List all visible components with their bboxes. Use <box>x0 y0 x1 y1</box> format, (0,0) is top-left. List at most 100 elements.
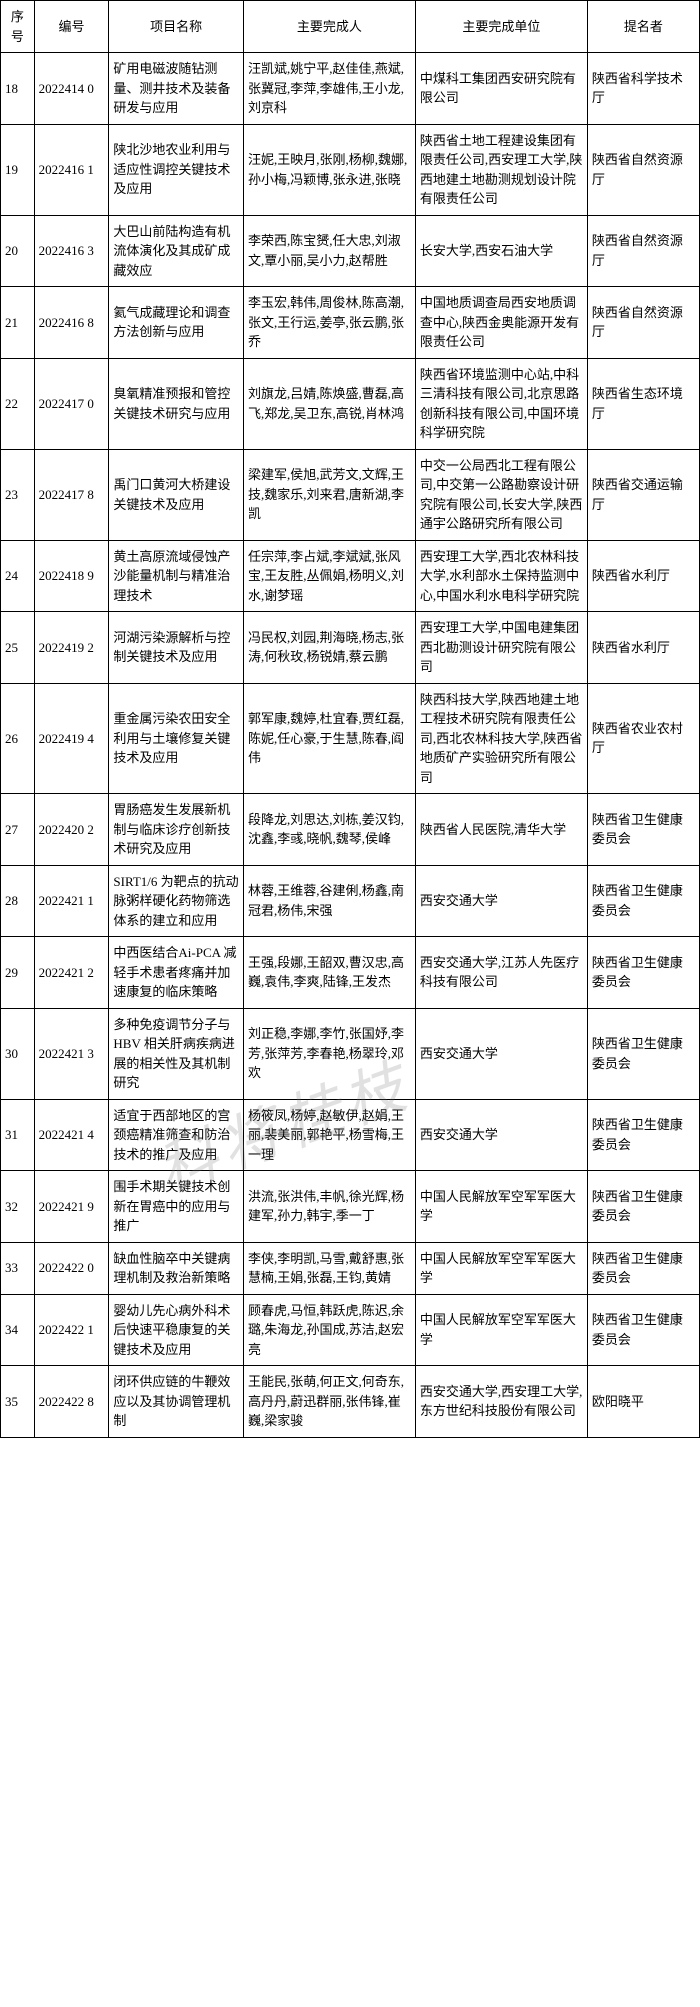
cell-id: 2022417 0 <box>34 358 109 449</box>
cell-name: 重金属污染农田安全利用与土壤修复关键技术及应用 <box>109 683 244 794</box>
table-row: 232022417 8禹门口黄河大桥建设关键技术及应用梁建军,侯旭,武芳文,文辉… <box>1 449 700 540</box>
cell-seq: 32 <box>1 1171 35 1243</box>
cell-unit: 陕西省土地工程建设集团有限责任公司,西安理工大学,陕西地建土地勘测规划设计院有限… <box>415 124 587 215</box>
cell-nom: 陕西省自然资源厅 <box>587 215 699 287</box>
cell-unit: 中交一公局西北工程有限公司,中交第一公路勘察设计研究院有限公司,长安大学,陕西通… <box>415 449 587 540</box>
cell-id: 2022420 2 <box>34 794 109 866</box>
table-row: 192022416 1陕北沙地农业利用与适应性调控关键技术及应用汪妮,王映月,张… <box>1 124 700 215</box>
table-row: 252022419 2河湖污染源解析与控制关键技术及应用冯民权,刘园,荆海晓,杨… <box>1 612 700 684</box>
cell-name: 大巴山前陆构造有机流体演化及其成矿成藏效应 <box>109 215 244 287</box>
cell-people: 冯民权,刘园,荆海晓,杨志,张涛,何秋玫,杨锐婧,蔡云鹏 <box>243 612 415 684</box>
table-row: 352022422 8闭环供应链的牛鞭效应以及其协调管理机制王能民,张萌,何正文… <box>1 1366 700 1438</box>
cell-name: 河湖污染源解析与控制关键技术及应用 <box>109 612 244 684</box>
cell-people: 顾春虎,马恒,韩跃虎,陈迟,余璐,朱海龙,孙国成,苏洁,赵宏亮 <box>243 1294 415 1366</box>
cell-id: 2022422 1 <box>34 1294 109 1366</box>
cell-seq: 33 <box>1 1242 35 1294</box>
cell-name: 禹门口黄河大桥建设关键技术及应用 <box>109 449 244 540</box>
cell-people: 王能民,张萌,何正文,何奇东,高丹丹,蔚迅群丽,张伟锋,崔巍,梁家骏 <box>243 1366 415 1438</box>
cell-unit: 西安交通大学 <box>415 1099 587 1171</box>
cell-seq: 18 <box>1 53 35 125</box>
cell-nom: 陕西省水利厅 <box>587 612 699 684</box>
table-row: 312022421 4适宜于西部地区的宫颈癌精准筛查和防治技术的推广及应用杨筱凤… <box>1 1099 700 1171</box>
cell-nom: 陕西省生态环境厅 <box>587 358 699 449</box>
table-row: 262022419 4重金属污染农田安全利用与土壤修复关键技术及应用郭军康,魏婷… <box>1 683 700 794</box>
cell-people: 汪凯斌,姚宁平,赵佳佳,燕斌,张冀冠,李萍,李雄伟,王小龙,刘京科 <box>243 53 415 125</box>
cell-people: 洪流,张洪伟,丰帆,徐光辉,杨建军,孙力,韩宇,季一丁 <box>243 1171 415 1243</box>
col-header-unit: 主要完成单位 <box>415 1 587 53</box>
table-row: 222022417 0臭氧精准预报和管控关键技术研究与应用刘旗龙,吕婧,陈焕盛,… <box>1 358 700 449</box>
cell-unit: 西安理工大学,中国电建集团西北勘测设计研究院有限公司 <box>415 612 587 684</box>
cell-people: 李荣西,陈宝赟,任大忠,刘淑文,覃小丽,吴小力,赵帮胜 <box>243 215 415 287</box>
table-row: 202022416 3大巴山前陆构造有机流体演化及其成矿成藏效应李荣西,陈宝赟,… <box>1 215 700 287</box>
table-body: 182022414 0矿用电磁波随钻测量、测井技术及装备研发与应用汪凯斌,姚宁平… <box>1 53 700 1438</box>
cell-name: 胃肠癌发生发展新机制与临床诊疗创新技术研究及应用 <box>109 794 244 866</box>
cell-people: 刘正稳,李娜,李竹,张国妤,李芳,张萍芳,李春艳,杨翠玲,邓欢 <box>243 1008 415 1099</box>
cell-unit: 中国人民解放军空军军医大学 <box>415 1242 587 1294</box>
cell-seq: 27 <box>1 794 35 866</box>
cell-name: 多种免疫调节分子与 HBV 相关肝病疾病进展的相关性及其机制研究 <box>109 1008 244 1099</box>
cell-nom: 陕西省卫生健康委员会 <box>587 1171 699 1243</box>
cell-nom: 陕西省卫生健康委员会 <box>587 937 699 1009</box>
cell-unit: 长安大学,西安石油大学 <box>415 215 587 287</box>
cell-id: 2022416 3 <box>34 215 109 287</box>
cell-seq: 29 <box>1 937 35 1009</box>
projects-table: 序号 编号 项目名称 主要完成人 主要完成单位 提名者 182022414 0矿… <box>0 0 700 1438</box>
col-header-people: 主要完成人 <box>243 1 415 53</box>
table-row: 332022422 0缺血性脑卒中关键病理机制及救治新策略李侠,李明凯,马雪,戴… <box>1 1242 700 1294</box>
cell-id: 2022418 9 <box>34 540 109 612</box>
cell-name: 黄土高原流域侵蚀产沙能量机制与精准治理技术 <box>109 540 244 612</box>
cell-id: 2022414 0 <box>34 53 109 125</box>
cell-unit: 中国人民解放军空军军医大学 <box>415 1294 587 1366</box>
cell-unit: 中国地质调查局西安地质调查中心,陕西金奥能源开发有限责任公司 <box>415 287 587 359</box>
cell-seq: 30 <box>1 1008 35 1099</box>
cell-people: 郭军康,魏婷,杜宜春,贾红磊,陈妮,任心豪,于生慧,陈春,阎伟 <box>243 683 415 794</box>
cell-id: 2022417 8 <box>34 449 109 540</box>
table-row: 182022414 0矿用电磁波随钻测量、测井技术及装备研发与应用汪凯斌,姚宁平… <box>1 53 700 125</box>
cell-seq: 24 <box>1 540 35 612</box>
cell-name: 氦气成藏理论和调查方法创新与应用 <box>109 287 244 359</box>
cell-seq: 21 <box>1 287 35 359</box>
cell-nom: 陕西省自然资源厅 <box>587 287 699 359</box>
cell-nom: 陕西省自然资源厅 <box>587 124 699 215</box>
cell-nom: 欧阳晓平 <box>587 1366 699 1438</box>
cell-nom: 陕西省水利厅 <box>587 540 699 612</box>
cell-id: 2022421 2 <box>34 937 109 1009</box>
cell-people: 汪妮,王映月,张刚,杨柳,魏娜,孙小梅,冯颖博,张永进,张晓 <box>243 124 415 215</box>
cell-seq: 35 <box>1 1366 35 1438</box>
cell-nom: 陕西省科学技术厅 <box>587 53 699 125</box>
col-header-seq: 序号 <box>1 1 35 53</box>
table-row: 212022416 8氦气成藏理论和调查方法创新与应用李玉宏,韩伟,周俊林,陈高… <box>1 287 700 359</box>
cell-unit: 西安交通大学,西安理工大学,东方世纪科技股份有限公司 <box>415 1366 587 1438</box>
cell-nom: 陕西省卫生健康委员会 <box>587 865 699 937</box>
table-row: 302022421 3多种免疫调节分子与 HBV 相关肝病疾病进展的相关性及其机… <box>1 1008 700 1099</box>
cell-name: 婴幼儿先心病外科术后快速平稳康复的关键技术及应用 <box>109 1294 244 1366</box>
cell-unit: 陕西省环境监测中心站,中科三清科技有限公司,北京思路创新科技有限公司,中国环境科… <box>415 358 587 449</box>
cell-id: 2022422 8 <box>34 1366 109 1438</box>
cell-nom: 陕西省交通运输厅 <box>587 449 699 540</box>
cell-unit: 西安交通大学,江苏人先医疗科技有限公司 <box>415 937 587 1009</box>
cell-id: 2022421 3 <box>34 1008 109 1099</box>
cell-seq: 34 <box>1 1294 35 1366</box>
cell-people: 段降龙,刘思达,刘栋,姜汉钧,沈鑫,李彧,晓帆,魏琴,侯峰 <box>243 794 415 866</box>
table-row: 342022422 1婴幼儿先心病外科术后快速平稳康复的关键技术及应用顾春虎,马… <box>1 1294 700 1366</box>
cell-id: 2022416 8 <box>34 287 109 359</box>
cell-id: 2022421 4 <box>34 1099 109 1171</box>
cell-unit: 西安交通大学 <box>415 865 587 937</box>
col-header-name: 项目名称 <box>109 1 244 53</box>
table-row: 282022421 1SIRT1/6 为靶点的抗动脉粥样硬化药物筛选体系的建立和… <box>1 865 700 937</box>
cell-nom: 陕西省卫生健康委员会 <box>587 794 699 866</box>
cell-people: 王强,段娜,王韶双,曹汉忠,高巍,袁伟,李爽,陆锋,王发杰 <box>243 937 415 1009</box>
cell-nom: 陕西省农业农村厅 <box>587 683 699 794</box>
cell-people: 杨筱凤,杨婷,赵敏伊,赵娟,王丽,裴美丽,郭艳平,杨雪梅,王一理 <box>243 1099 415 1171</box>
cell-id: 2022419 4 <box>34 683 109 794</box>
table-row: 322022421 9围手术期关键技术创新在胃癌中的应用与推广洪流,张洪伟,丰帆… <box>1 1171 700 1243</box>
cell-people: 林蓉,王维蓉,谷建俐,杨鑫,南冠君,杨伟,宋强 <box>243 865 415 937</box>
col-header-id: 编号 <box>34 1 109 53</box>
cell-nom: 陕西省卫生健康委员会 <box>587 1099 699 1171</box>
cell-seq: 26 <box>1 683 35 794</box>
cell-name: SIRT1/6 为靶点的抗动脉粥样硬化药物筛选体系的建立和应用 <box>109 865 244 937</box>
cell-id: 2022419 2 <box>34 612 109 684</box>
cell-people: 梁建军,侯旭,武芳文,文辉,王技,魏家乐,刘来君,唐新湖,李凯 <box>243 449 415 540</box>
cell-people: 任宗萍,李占斌,李斌斌,张风宝,王友胜,丛佩娟,杨明义,刘水,谢梦瑶 <box>243 540 415 612</box>
cell-unit: 西安理工大学,西北农林科技大学,水利部水土保持监测中心,中国水利水电科学研究院 <box>415 540 587 612</box>
